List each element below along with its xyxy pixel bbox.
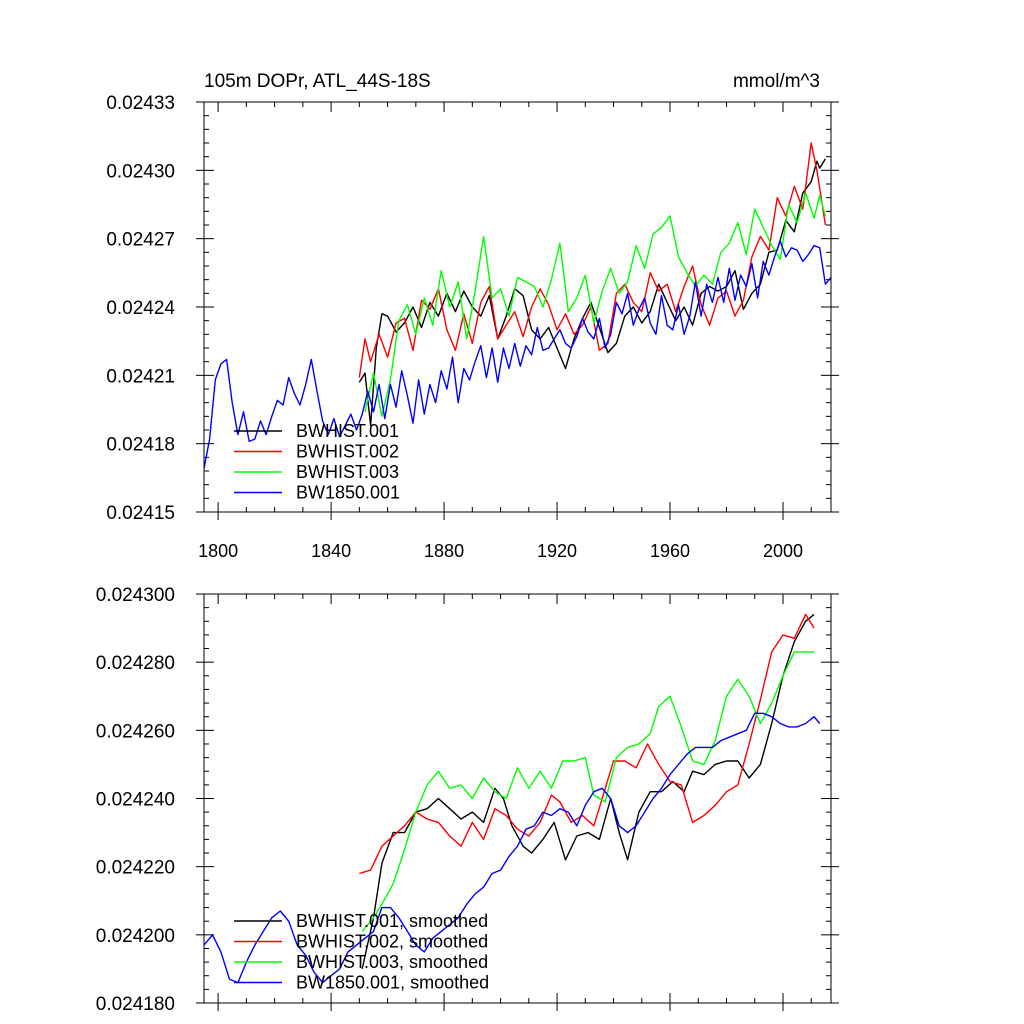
series-line — [359, 613, 815, 875]
y-tick-label: 0.02418 — [106, 435, 175, 456]
series-line — [358, 158, 826, 427]
y-tick-label: 0.024180 — [96, 994, 175, 1015]
series-line — [364, 192, 827, 417]
x-tick-label: 1800 — [198, 541, 238, 561]
legend-label: BWHIST.002 — [296, 442, 399, 462]
legend-label: BWHIST.003 — [296, 462, 399, 482]
series-line — [361, 651, 815, 932]
y-tick-label: 0.024240 — [96, 790, 175, 811]
y-tick-label: 0.02430 — [106, 161, 175, 182]
y-tick-label: 0.02427 — [106, 230, 175, 251]
y-tick-label: 0.02415 — [106, 503, 175, 524]
top-panel: 105m DOPr, ATL_44S-18S mmol/m^3 1800 1840… — [106, 71, 839, 561]
x-tick-label: 2000 — [763, 541, 803, 561]
series-line — [358, 142, 827, 378]
legend-label: BW1850.001, smoothed — [296, 973, 489, 993]
legend-label: BWHIST.001, smoothed — [296, 911, 488, 931]
series-line — [361, 613, 815, 970]
y-tick-label: 0.024220 — [96, 858, 175, 879]
x-tick-label: 1880 — [424, 541, 464, 561]
legend-label: BW1850.001 — [296, 483, 400, 503]
y-tick-label: 0.024200 — [96, 926, 175, 947]
y-tick-label: 0.024280 — [96, 653, 175, 674]
y-tick-label: 0.02424 — [106, 298, 175, 319]
y-tick-label: 0.02421 — [106, 366, 175, 387]
series-line — [204, 240, 831, 469]
legend-label: BWHIST.002, smoothed — [296, 932, 488, 952]
x-tick-label: 1840 — [311, 541, 351, 561]
legend-label: BWHIST.003, smoothed — [296, 952, 488, 972]
units-label: mmol/m^3 — [733, 71, 820, 92]
x-tick-label: 1960 — [650, 541, 690, 561]
legend-label: BWHIST.001 — [296, 421, 399, 441]
x-tick-label: 1920 — [537, 541, 577, 561]
y-tick-label: 0.02433 — [106, 93, 175, 114]
series-line — [204, 712, 821, 984]
chart-title: 105m DOPr, ATL_44S-18S — [204, 71, 431, 92]
bottom-panel: 0.024180 0.024200 0.024220 0.024240 0.024260… — [96, 585, 839, 1015]
y-tick-label: 0.024260 — [96, 721, 175, 742]
y-tick-label: 0.024300 — [96, 585, 175, 606]
